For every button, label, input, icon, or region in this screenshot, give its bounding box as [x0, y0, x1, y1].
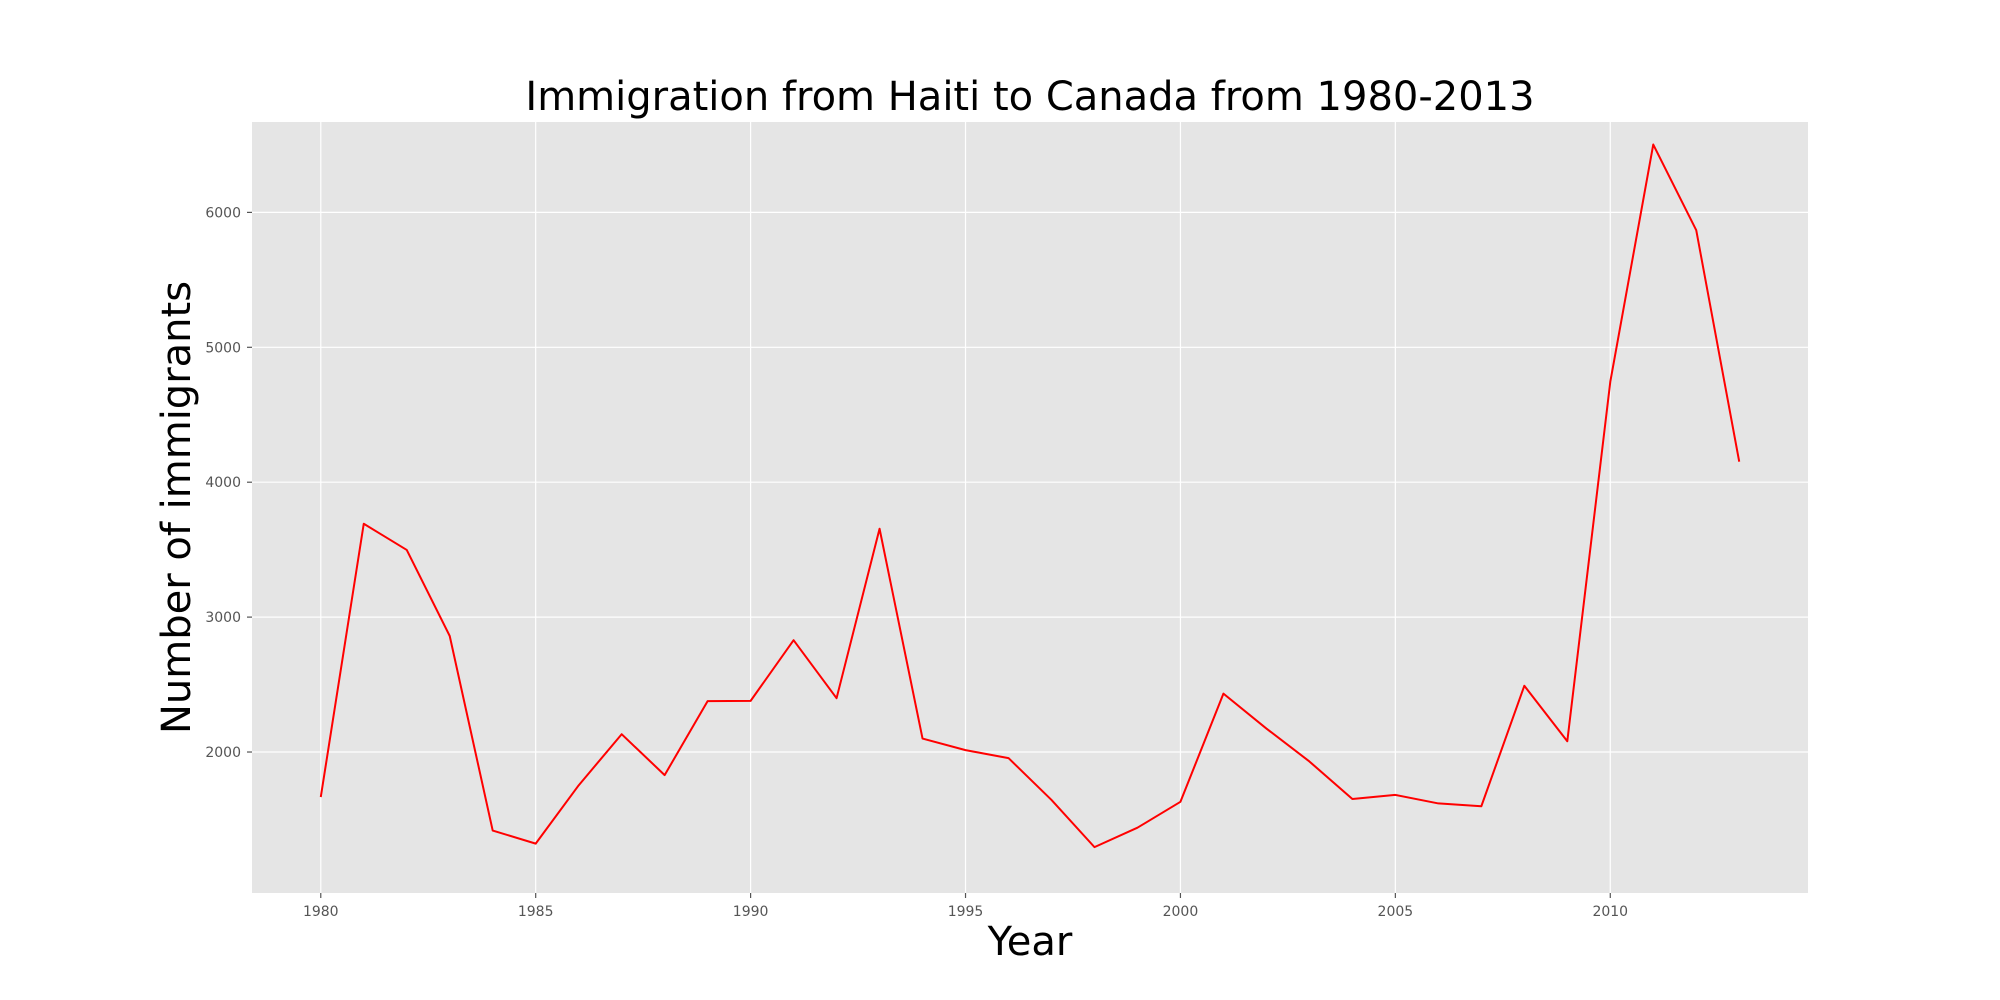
data-point	[1349, 796, 1355, 802]
y-tick-label: 2000	[205, 745, 241, 761]
data-point	[748, 698, 754, 704]
data-point	[1306, 758, 1312, 764]
data-point	[963, 747, 969, 753]
data-point	[662, 772, 668, 778]
data-point	[533, 841, 539, 847]
data-point	[791, 637, 797, 643]
data-point	[576, 782, 582, 788]
data-point	[920, 736, 926, 742]
x-tick-label: 1980	[303, 904, 339, 920]
series-line	[319, 143, 1741, 849]
y-tick-label: 4000	[205, 475, 241, 491]
x-tick-label: 2010	[1592, 904, 1628, 920]
series-layer	[318, 142, 1742, 850]
y-tick-label: 3000	[205, 610, 241, 626]
data-point	[1607, 379, 1613, 385]
data-point	[447, 633, 453, 639]
data-point	[490, 828, 496, 834]
y-axis-ticks: 2000 3000 4000 5000 6000	[205, 205, 252, 761]
data-point	[318, 794, 324, 800]
x-axis-ticks: 1980 1985 1990 1995 2000 2005 2010	[303, 893, 1628, 920]
x-tick-label: 1995	[948, 904, 984, 920]
chart-title: Immigration from Haiti to Canada from 19…	[525, 74, 1534, 120]
data-point	[361, 521, 367, 527]
data-point	[1263, 726, 1269, 732]
data-point	[619, 731, 625, 737]
y-axis-label: Number of immigrants	[154, 281, 200, 734]
x-tick-label: 2000	[1163, 904, 1199, 920]
data-point	[834, 695, 840, 701]
data-point	[1693, 227, 1699, 233]
x-axis-label: Year	[987, 919, 1073, 965]
x-tick-label: 2005	[1378, 904, 1414, 920]
data-point	[1134, 825, 1140, 831]
data-point	[1564, 738, 1570, 744]
data-point	[1650, 142, 1656, 148]
data-point	[1006, 755, 1012, 761]
data-point	[877, 526, 883, 532]
data-point	[1177, 799, 1183, 805]
data-point	[1435, 800, 1441, 806]
x-tick-label: 1990	[733, 904, 769, 920]
data-point	[1048, 797, 1054, 803]
data-point	[404, 547, 410, 553]
data-point	[1521, 683, 1527, 689]
x-tick-label: 1985	[518, 904, 554, 920]
data-point	[1736, 459, 1742, 465]
y-tick-label: 5000	[205, 340, 241, 356]
grid-lines	[252, 122, 1808, 893]
plot-area	[252, 122, 1808, 893]
data-point	[1091, 844, 1097, 850]
data-point	[1220, 691, 1226, 697]
data-point	[1478, 803, 1484, 809]
data-point	[705, 698, 711, 704]
data-point	[1392, 792, 1398, 798]
y-tick-label: 6000	[205, 205, 241, 221]
